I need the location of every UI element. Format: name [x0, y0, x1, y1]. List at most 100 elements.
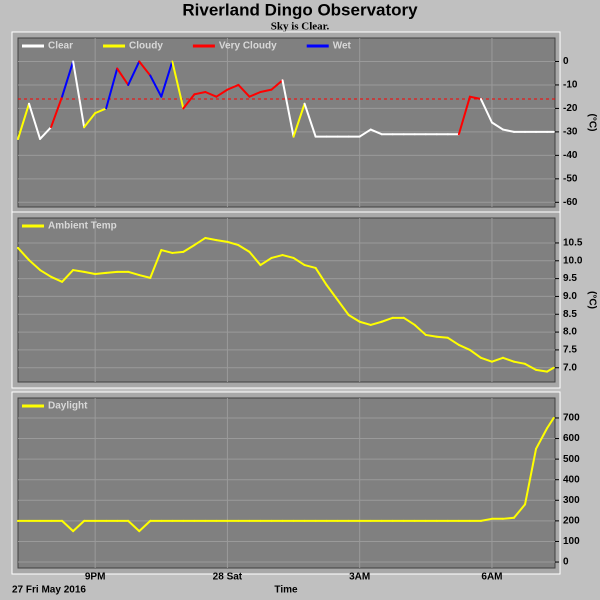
line-segment: [281, 79, 295, 138]
line-segment: [479, 356, 493, 363]
line-segment: [336, 299, 350, 316]
line-segment: [358, 320, 372, 326]
y-tick-label: 10.5: [563, 238, 583, 249]
line-segment: [61, 519, 75, 533]
line-segment: [347, 313, 361, 323]
x-tick-label: 28 Sat: [213, 572, 243, 583]
line-segment: [83, 112, 97, 129]
y-tick-label: -40: [563, 150, 578, 161]
line-segment: [17, 246, 31, 262]
date-label: 27 Fri May 2016: [12, 585, 86, 596]
line-segment: [468, 95, 482, 101]
y-tick-label: 8.5: [563, 309, 577, 320]
plot-area: [17, 397, 556, 569]
y-tick-label: -50: [563, 173, 578, 184]
line-segment: [39, 269, 53, 278]
y-axis-label: (°C): [586, 114, 597, 132]
line-segment: [402, 316, 416, 326]
line-segment: [435, 335, 449, 339]
line-segment: [149, 74, 163, 98]
line-segment: [479, 98, 493, 124]
x-axis-label: Time: [274, 585, 298, 596]
line-segment: [94, 107, 108, 115]
line-segment: [50, 95, 64, 129]
line-segment: [259, 256, 273, 267]
line-segment: [138, 60, 152, 77]
line-segment: [468, 348, 482, 359]
line-segment: [127, 270, 141, 277]
line-segment: [237, 83, 251, 98]
y-tick-label: 7.5: [563, 345, 577, 356]
line-segment: [204, 236, 218, 242]
line-segment: [325, 284, 339, 301]
line-segment: [413, 323, 427, 336]
line-segment: [127, 60, 141, 86]
line-segment: [28, 102, 42, 140]
line-segment: [127, 519, 141, 533]
line-segment: [39, 126, 53, 140]
line-segment: [457, 343, 471, 351]
line-segment: [61, 269, 75, 283]
y-tick-label: 700: [563, 413, 580, 424]
legend-label: Very Cloudy: [219, 41, 277, 52]
line-segment: [226, 240, 240, 247]
line-segment: [105, 67, 119, 110]
line-segment: [94, 271, 108, 275]
legend-label: Daylight: [48, 401, 88, 412]
line-segment: [424, 333, 438, 338]
y-tick-label: 8.0: [563, 327, 577, 338]
line-segment: [512, 503, 527, 519]
y-tick-label: 400: [563, 474, 580, 485]
x-tick-label: 9PM: [85, 572, 106, 583]
x-tick-label: 6AM: [481, 572, 502, 583]
line-segment: [446, 336, 460, 346]
line-segment: [105, 270, 119, 274]
line-segment: [303, 264, 317, 269]
legend-label: Cloudy: [129, 41, 163, 52]
line-segment: [204, 90, 218, 98]
y-tick-label: 9.0: [563, 291, 577, 302]
line-segment: [292, 102, 306, 138]
line-segment: [72, 60, 86, 129]
line-segment: [292, 256, 306, 267]
line-segment: [501, 356, 515, 363]
line-segment: [270, 79, 284, 91]
line-segment: [215, 88, 229, 98]
line-segment: [281, 254, 295, 259]
line-segment: [171, 60, 185, 110]
line-segment: [193, 236, 207, 247]
legend-label: Wet: [333, 41, 352, 52]
line-segment: [160, 60, 174, 98]
line-segment: [248, 250, 262, 267]
y-tick-label: -20: [563, 103, 578, 114]
line-segment: [248, 90, 262, 98]
y-tick-label: 0: [563, 56, 569, 67]
line-segment: [490, 121, 504, 131]
line-segment: [314, 266, 328, 287]
line-segment: [193, 90, 207, 96]
y-tick-label: 7.0: [563, 362, 577, 373]
line-segment: [116, 67, 130, 86]
line-segment: [17, 102, 31, 140]
chart-title: Riverland Dingo Observatory: [182, 0, 418, 19]
legend-label: Clear: [48, 41, 73, 52]
line-segment: [524, 362, 538, 371]
line-segment: [138, 274, 152, 279]
y-tick-label: 600: [563, 433, 580, 444]
line-segment: [270, 254, 284, 259]
legend-label: Ambient Temp: [48, 221, 117, 232]
line-segment: [501, 128, 515, 133]
y-tick-label: 9.5: [563, 273, 577, 284]
y-tick-label: 100: [563, 536, 580, 547]
line-segment: [50, 275, 64, 283]
line-segment: [457, 95, 471, 136]
line-segment: [303, 102, 317, 138]
line-segment: [182, 244, 196, 253]
y-tick-label: 10.0: [563, 255, 583, 266]
line-segment: [72, 519, 86, 533]
line-segment: [182, 93, 196, 110]
plot-area: [17, 217, 556, 383]
y-tick-label: 300: [563, 495, 580, 506]
y-tick-label: 0: [563, 557, 569, 568]
